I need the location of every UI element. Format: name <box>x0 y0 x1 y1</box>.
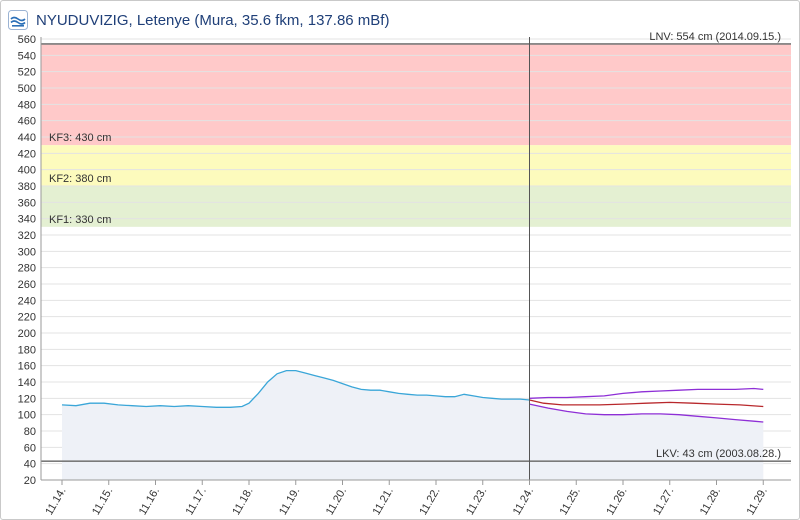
nyuduvizig-logo-icon <box>8 10 28 30</box>
page-title: NYUDUVIZIG, Letenye (Mura, 35.6 fkm, 137… <box>36 11 390 29</box>
chart-header: NYUDUVIZIG, Letenye (Mura, 35.6 fkm, 137… <box>8 8 389 32</box>
